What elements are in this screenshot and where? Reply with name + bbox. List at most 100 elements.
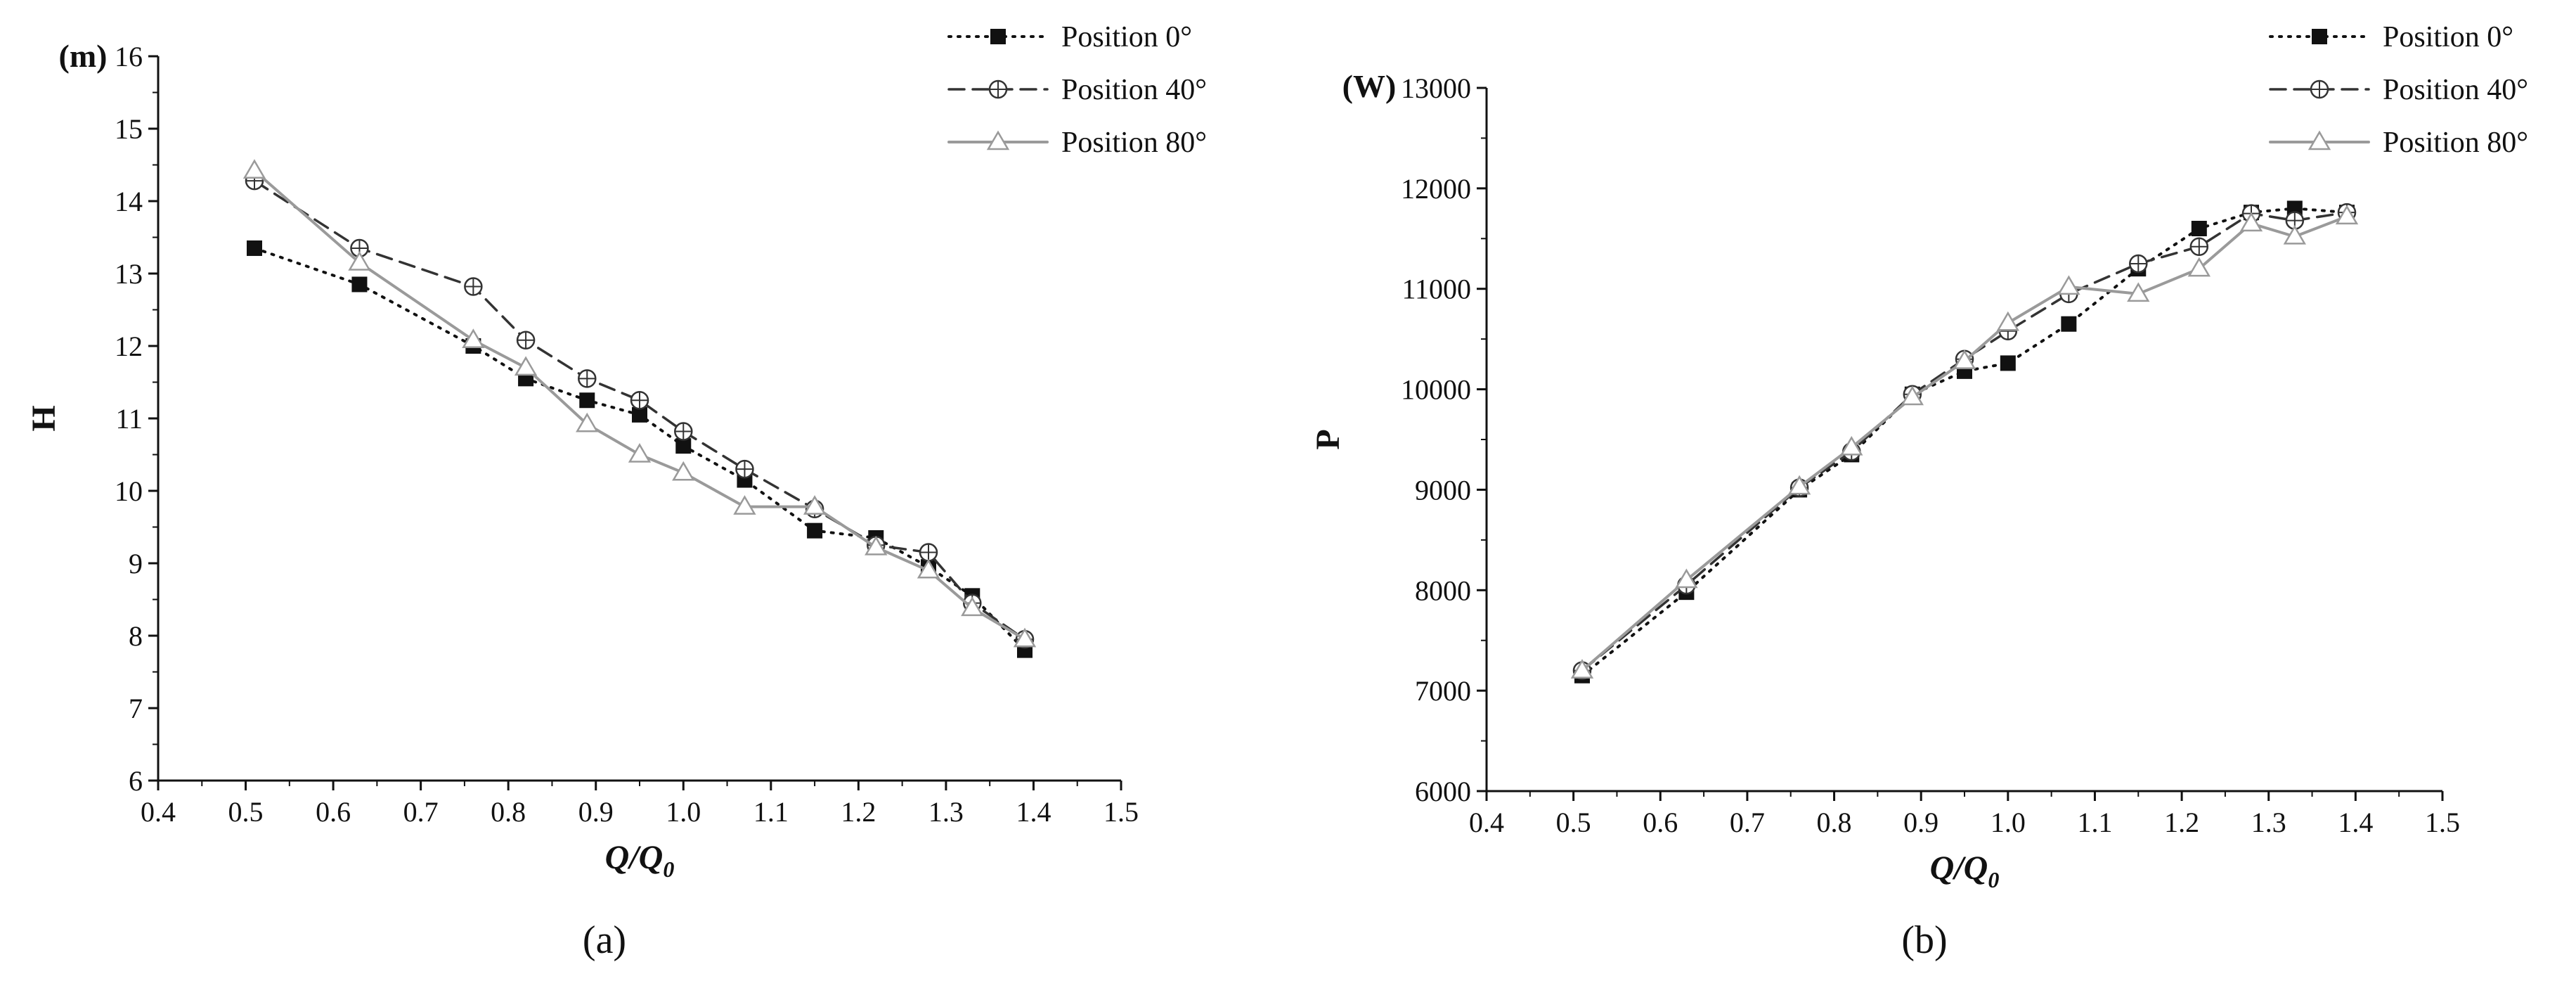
data-point xyxy=(630,391,649,410)
legend-marker xyxy=(986,130,1010,150)
data-point xyxy=(516,331,536,350)
data-point xyxy=(2283,224,2306,245)
data-point xyxy=(919,543,938,562)
series-line xyxy=(1581,211,2348,672)
x-axis-title-main: Q/Q xyxy=(1930,849,1988,887)
data-point xyxy=(514,356,538,376)
y-tick-label: 11 xyxy=(115,403,143,435)
data-point xyxy=(2000,355,2016,371)
data-point xyxy=(2127,282,2150,302)
legend-marker xyxy=(2308,130,2331,150)
legend-label: Position 40° xyxy=(1061,74,1207,106)
legend-label: Position 40° xyxy=(2383,74,2528,106)
x-tick-label: 0.7 xyxy=(1730,807,1765,838)
data-point xyxy=(1675,568,1698,589)
data-point xyxy=(961,596,984,617)
data-point xyxy=(1901,385,1924,406)
x-tick-label: 1.5 xyxy=(1103,796,1139,828)
data-point xyxy=(733,495,756,515)
data-point xyxy=(2057,275,2080,295)
y-tick-label: 13000 xyxy=(1401,72,1471,104)
series-line xyxy=(1581,207,2348,677)
x-axis-title-sub: 0 xyxy=(1988,867,1999,892)
y-tick-label: 9000 xyxy=(1415,474,1471,506)
data-point xyxy=(578,369,597,388)
data-point xyxy=(247,240,262,256)
data-point xyxy=(917,558,940,579)
data-point xyxy=(2239,212,2263,232)
data-point xyxy=(462,328,485,349)
legend-label: Position 80° xyxy=(1061,127,1207,159)
data-point xyxy=(674,422,693,441)
legend-label: Position 0° xyxy=(1061,21,1192,53)
y-tick-label: 9 xyxy=(129,548,143,579)
data-point xyxy=(675,438,692,454)
data-point xyxy=(1013,627,1037,648)
x-tick-label: 0.5 xyxy=(1556,807,1591,838)
y-tick-label: 16 xyxy=(115,41,143,72)
x-tick-label: 0.6 xyxy=(1643,807,1678,838)
x-tick-label: 1.2 xyxy=(2164,807,2199,838)
y-tick-label: 7000 xyxy=(1415,675,1471,707)
data-point xyxy=(1787,475,1811,495)
data-point xyxy=(464,277,483,296)
data-point xyxy=(576,412,599,432)
x-tick-label: 1.2 xyxy=(841,796,876,828)
chart-panel-b: 0.4 0.5 0.6 0.7 0.8 0.9 1.0 1.1 1.2 1.3 1.4 1.5 6000… xyxy=(1309,21,2528,962)
y-tick-label: 12 xyxy=(115,331,143,362)
x-tick-label: 0.7 xyxy=(403,796,439,828)
data-point xyxy=(865,535,888,556)
data-point xyxy=(672,461,695,481)
x-tick-label: 0.4 xyxy=(141,796,176,828)
data-point xyxy=(2189,237,2209,256)
y-tick-label: 8000 xyxy=(1415,575,1471,606)
x-tick-label: 1.3 xyxy=(928,796,964,828)
data-point xyxy=(628,443,652,463)
x-tick-label: 1.4 xyxy=(1016,796,1051,828)
y-tick-label: 11000 xyxy=(1402,274,1471,305)
data-point xyxy=(348,251,371,271)
x-tick-label: 1.1 xyxy=(753,796,789,828)
y-tick-label: 10 xyxy=(115,475,143,507)
x-tick-label: 0.6 xyxy=(316,796,351,828)
y-tick-label: 8 xyxy=(129,620,143,652)
x-axis-title-main: Q/Q xyxy=(605,839,664,876)
data-point xyxy=(579,392,595,409)
legend-marker xyxy=(988,79,1008,99)
x-tick-label: 1.5 xyxy=(2425,807,2460,838)
data-point xyxy=(735,459,754,479)
data-point xyxy=(1953,349,1976,369)
panel-label: (b) xyxy=(1901,918,1947,962)
y-tick-label: 14 xyxy=(115,186,143,217)
y-axis-title: P xyxy=(1309,429,1347,449)
legend-marker xyxy=(990,29,1006,44)
legend: Position 0° Position 40° Position 80° xyxy=(947,21,1207,159)
x-axis-title-sub: 0 xyxy=(663,857,674,882)
data-point xyxy=(2061,316,2077,332)
data-point xyxy=(2335,205,2359,225)
data-point xyxy=(1570,659,1594,679)
series-line xyxy=(1581,214,2348,672)
x-axis-title: Q/Q0 xyxy=(1930,849,2000,892)
series-0 xyxy=(1574,200,2355,684)
y-tick-label: 15 xyxy=(115,113,143,145)
x-tick-label: 1.1 xyxy=(2077,807,2112,838)
x-tick-label: 1.0 xyxy=(666,796,701,828)
legend-label: Position 80° xyxy=(2383,127,2528,159)
data-point xyxy=(242,159,266,179)
data-point xyxy=(1996,311,2019,331)
x-tick-label: 1.4 xyxy=(2338,807,2373,838)
x-tick-label: 0.4 xyxy=(1469,807,1504,838)
y-tick-label: 6000 xyxy=(1415,776,1471,807)
data-point xyxy=(351,276,368,293)
y-tick-label: 13 xyxy=(115,258,143,290)
data-point xyxy=(2191,221,2207,236)
legend-label: Position 0° xyxy=(2383,21,2513,53)
y-tick-label: 7 xyxy=(129,693,143,724)
x-tick-label: 0.8 xyxy=(491,796,526,828)
y-tick-label: 10000 xyxy=(1401,374,1471,406)
y-axis-unit: (W) xyxy=(1342,68,1397,104)
x-tick-label: 0.9 xyxy=(1903,807,1939,838)
data-point xyxy=(1840,435,1863,456)
legend-marker xyxy=(2310,79,2329,99)
